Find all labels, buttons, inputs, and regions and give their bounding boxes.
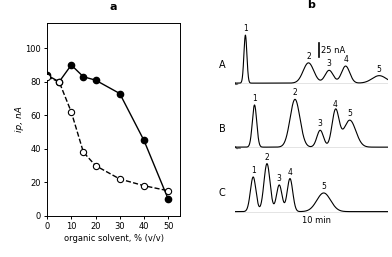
Text: 5: 5 (377, 65, 382, 74)
Text: B: B (219, 124, 225, 134)
Text: 1: 1 (243, 24, 248, 33)
Text: 2: 2 (293, 88, 298, 97)
X-axis label: organic solvent, % (v/v): organic solvent, % (v/v) (64, 234, 164, 243)
Text: A: A (219, 60, 225, 70)
Text: 4: 4 (288, 168, 292, 177)
Text: 5: 5 (347, 109, 352, 118)
Text: 1: 1 (251, 166, 256, 175)
Text: 3: 3 (277, 174, 282, 183)
Text: b: b (307, 0, 316, 10)
Text: 2: 2 (265, 153, 269, 162)
Text: 5: 5 (321, 182, 326, 191)
Y-axis label: ip, nA: ip, nA (15, 107, 24, 132)
Text: 3: 3 (327, 59, 332, 68)
Text: 4: 4 (343, 55, 348, 64)
Text: C: C (219, 188, 225, 198)
Text: 1: 1 (252, 94, 257, 103)
Text: 25 nA: 25 nA (321, 45, 346, 54)
Text: 3: 3 (318, 119, 323, 128)
Text: 4: 4 (333, 100, 338, 109)
Text: 10 min: 10 min (301, 216, 330, 225)
Text: 2: 2 (306, 52, 311, 61)
Text: a: a (110, 2, 118, 12)
